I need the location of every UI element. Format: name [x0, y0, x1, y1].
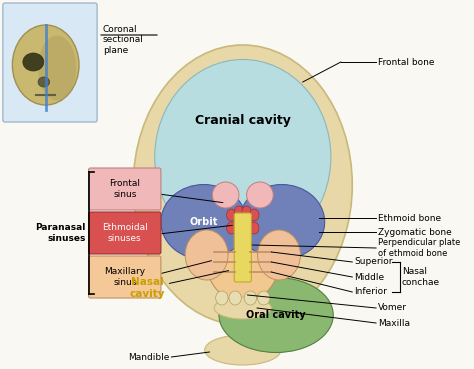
Ellipse shape: [155, 59, 331, 255]
Ellipse shape: [23, 53, 44, 71]
Ellipse shape: [246, 182, 273, 208]
Ellipse shape: [249, 209, 259, 221]
Text: Frontal bone: Frontal bone: [378, 58, 435, 66]
Ellipse shape: [234, 206, 244, 218]
Ellipse shape: [227, 209, 236, 221]
Ellipse shape: [185, 230, 228, 280]
Ellipse shape: [214, 297, 271, 319]
Text: Superior: Superior: [354, 258, 392, 266]
Ellipse shape: [242, 206, 251, 218]
Text: Inferior: Inferior: [354, 287, 387, 297]
Ellipse shape: [257, 230, 301, 280]
Ellipse shape: [212, 182, 239, 208]
FancyBboxPatch shape: [89, 212, 161, 254]
Text: Ethmoid bone: Ethmoid bone: [378, 214, 441, 223]
Ellipse shape: [133, 45, 352, 325]
Text: Cranial cavity: Cranial cavity: [195, 114, 291, 127]
Text: Frontal
sinus: Frontal sinus: [109, 179, 140, 199]
Ellipse shape: [249, 222, 259, 234]
Text: Vomer: Vomer: [378, 303, 407, 313]
Text: Maxilla: Maxilla: [378, 318, 410, 328]
Text: Coronal
sectional
plane: Coronal sectional plane: [103, 25, 144, 55]
Ellipse shape: [257, 291, 270, 305]
Ellipse shape: [242, 219, 251, 231]
FancyBboxPatch shape: [3, 3, 97, 122]
FancyBboxPatch shape: [89, 256, 161, 298]
FancyBboxPatch shape: [234, 213, 251, 282]
Text: Mandible: Mandible: [128, 354, 170, 362]
Text: Nasal
conchae: Nasal conchae: [402, 267, 440, 287]
Text: Ethmoidal
sinuses: Ethmoidal sinuses: [102, 223, 147, 243]
Ellipse shape: [216, 291, 228, 305]
Text: Middle: Middle: [354, 272, 384, 282]
Text: Oral cavity: Oral cavity: [246, 310, 306, 320]
Text: Zygomatic bone: Zygomatic bone: [378, 228, 452, 237]
Text: Orbit: Orbit: [190, 217, 218, 227]
Ellipse shape: [205, 335, 281, 365]
Ellipse shape: [205, 207, 281, 303]
Ellipse shape: [229, 291, 241, 305]
Text: Maxillary
sinus: Maxillary sinus: [104, 267, 146, 287]
Text: Paranasal
sinuses: Paranasal sinuses: [36, 223, 86, 243]
Ellipse shape: [234, 219, 244, 231]
Ellipse shape: [12, 25, 79, 105]
Text: Perpendicular plate
of ethmoid bone: Perpendicular plate of ethmoid bone: [378, 238, 460, 258]
FancyBboxPatch shape: [89, 168, 161, 210]
Ellipse shape: [38, 35, 76, 100]
Ellipse shape: [244, 291, 256, 305]
Ellipse shape: [219, 277, 333, 352]
Text: Nasal
cavity: Nasal cavity: [130, 277, 165, 299]
Ellipse shape: [239, 184, 325, 259]
Ellipse shape: [227, 222, 236, 234]
Ellipse shape: [38, 77, 49, 87]
Ellipse shape: [161, 184, 246, 259]
